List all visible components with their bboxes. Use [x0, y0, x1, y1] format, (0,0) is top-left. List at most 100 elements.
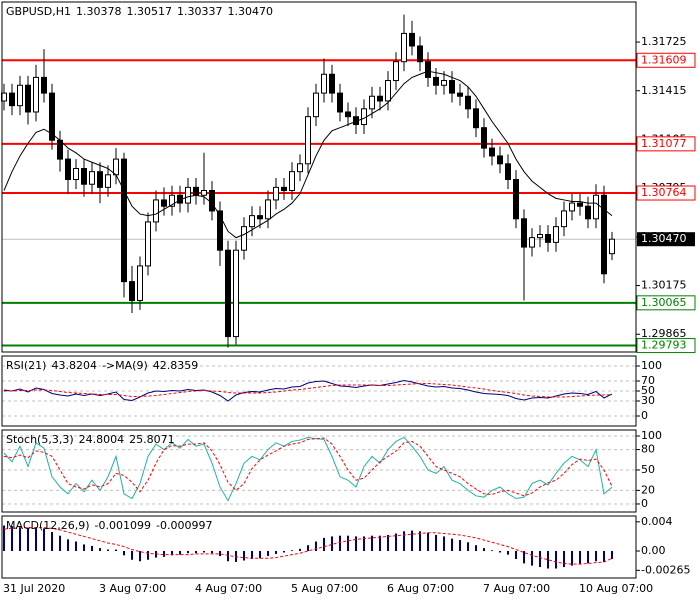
- candle-body: [49, 92, 55, 141]
- candle-body: [505, 163, 511, 181]
- y-tick-label: 50: [641, 463, 655, 476]
- indicator-label: MACD(12,26,9) -0.001099 -0.000997: [6, 519, 212, 532]
- candle-body: [553, 226, 559, 243]
- candle-body: [9, 92, 15, 107]
- y-tick-label: 100: [641, 429, 662, 442]
- histogram-bar: [275, 551, 277, 554]
- histogram-bar: [227, 551, 229, 562]
- label-part: -0.000997: [156, 519, 212, 532]
- candle-body: [145, 221, 151, 267]
- candle-body: [89, 171, 95, 185]
- candle-body: [65, 158, 71, 181]
- candle-body: [569, 202, 575, 212]
- label-part: 43.8204: [51, 359, 97, 372]
- candle-body: [385, 80, 391, 102]
- label-part: ->MA(9): [102, 359, 148, 372]
- candle-body: [601, 194, 607, 275]
- histogram-bar: [587, 551, 589, 564]
- candle-body: [545, 233, 551, 243]
- x-tick-label: 3 Aug 07:00: [99, 582, 166, 595]
- histogram-bar: [475, 545, 477, 552]
- histogram-bar: [75, 541, 77, 552]
- histogram-bar: [595, 551, 597, 562]
- y-tick-label: -0.00265: [641, 563, 690, 576]
- candle-body: [57, 139, 63, 160]
- histogram-bar: [523, 551, 525, 564]
- histogram-bar: [131, 551, 133, 560]
- candle-body: [97, 171, 103, 188]
- candle-body: [257, 215, 263, 220]
- ohlc-value: 1.30470: [227, 5, 273, 18]
- y-tick-label: 1.29865: [641, 327, 687, 340]
- candle-body: [433, 76, 439, 86]
- y-tick-label: 1.30175: [641, 279, 687, 292]
- y-tick-label: 1.31725: [641, 35, 687, 48]
- x-tick-label: 5 Aug 07:00: [291, 582, 358, 595]
- ohlc-value: 1.30337: [177, 5, 223, 18]
- histogram-bar: [251, 551, 253, 560]
- histogram-bar: [115, 549, 117, 552]
- candle-body: [241, 226, 247, 251]
- y-tick-label: 50: [641, 384, 655, 397]
- candle-body: [73, 168, 79, 181]
- y-tick-label: 0: [641, 497, 648, 510]
- candle-body: [425, 61, 431, 78]
- histogram-bar: [379, 535, 381, 552]
- histogram-bar: [259, 551, 261, 559]
- histogram-bar: [331, 536, 333, 552]
- histogram-bar: [187, 551, 189, 554]
- histogram-bar: [211, 551, 213, 554]
- y-tick-label: 70: [641, 374, 655, 387]
- candle-body: [513, 179, 519, 220]
- candle-body: [577, 202, 583, 207]
- histogram-bar: [411, 530, 413, 552]
- histogram-bar: [491, 550, 493, 552]
- histogram-bar: [171, 551, 173, 556]
- candle-body: [25, 84, 31, 113]
- indicator-label: RSI(21) 43.8204 ->MA(9) 42.8359: [6, 359, 198, 372]
- candle-body: [593, 194, 599, 220]
- histogram-bar: [579, 551, 581, 565]
- candle-body: [305, 116, 311, 165]
- candle-body: [113, 158, 119, 176]
- candle-body: [561, 210, 567, 228]
- last-price-box: [637, 232, 695, 247]
- histogram-bar: [51, 532, 53, 552]
- candle-body: [417, 45, 423, 63]
- candle-body: [609, 238, 615, 255]
- level-label-box: [636, 185, 696, 201]
- histogram-bar: [531, 551, 533, 566]
- histogram-bar: [571, 551, 573, 566]
- histogram-bar: [99, 548, 101, 552]
- histogram-bar: [91, 545, 93, 552]
- histogram-bar: [339, 535, 341, 552]
- candle-body: [585, 205, 591, 220]
- candle-body: [225, 249, 231, 338]
- histogram-bar: [363, 536, 365, 552]
- histogram-bar: [83, 544, 85, 552]
- candle-body: [441, 80, 447, 86]
- histogram-bar: [19, 526, 21, 552]
- histogram-bar: [67, 539, 69, 552]
- candle-body: [489, 147, 495, 157]
- candle-body: [529, 237, 535, 248]
- histogram-bar: [547, 551, 549, 569]
- label-part: MACD(12,26,9): [6, 519, 90, 532]
- candle-body: [273, 186, 279, 201]
- histogram-bar: [283, 551, 285, 553]
- histogram-bar: [291, 550, 293, 552]
- level-label-box: [636, 52, 696, 68]
- candle-body: [161, 199, 167, 207]
- label-part: 25.8071: [129, 433, 175, 446]
- x-tick-label: 7 Aug 07:00: [483, 582, 550, 595]
- y-tick-label: 1.31415: [641, 84, 687, 97]
- symbol: GBPUSD,H1: [6, 5, 71, 18]
- candle-body: [137, 265, 143, 301]
- candle-body: [201, 190, 207, 196]
- ohlc-value: 1.30517: [126, 5, 172, 18]
- level-label: 1.29793: [641, 339, 687, 352]
- candle-body: [329, 73, 335, 94]
